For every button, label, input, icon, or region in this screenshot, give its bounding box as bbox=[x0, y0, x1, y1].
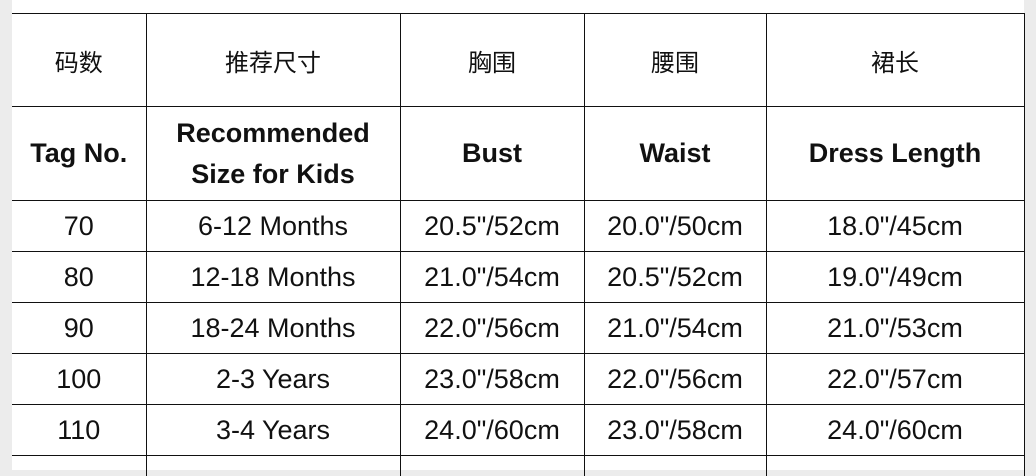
header-en-waist: Waist bbox=[584, 107, 766, 201]
cell-waist: 22.0"/56cm bbox=[584, 354, 766, 405]
cell-waist: 21.0"/54cm bbox=[584, 303, 766, 354]
cell-empty bbox=[146, 456, 400, 476]
cell-length: 22.0"/57cm bbox=[766, 354, 1024, 405]
cell-waist: 20.5"/52cm bbox=[584, 252, 766, 303]
header-cn-waist: 腰围 bbox=[584, 14, 766, 107]
header-en-tag: Tag No. bbox=[12, 107, 146, 201]
cell-bust: 21.0"/54cm bbox=[400, 252, 584, 303]
cell-length: 24.0"/60cm bbox=[766, 405, 1024, 456]
cell-tag: 80 bbox=[12, 252, 146, 303]
table-row-partial bbox=[12, 456, 1024, 476]
cell-empty bbox=[584, 456, 766, 476]
cell-length: 18.0"/45cm bbox=[766, 201, 1024, 252]
cell-waist: 23.0"/58cm bbox=[584, 405, 766, 456]
cell-empty bbox=[766, 456, 1024, 476]
cell-size: 6-12 Months bbox=[146, 201, 400, 252]
cell-empty bbox=[12, 456, 146, 476]
cell-bust: 24.0"/60cm bbox=[400, 405, 584, 456]
header-cn-size: 推荐尺寸 bbox=[146, 14, 400, 107]
cell-length: 21.0"/53cm bbox=[766, 303, 1024, 354]
header-cn-bust: 胸围 bbox=[400, 14, 584, 107]
header-row-chinese: 码数 推荐尺寸 胸围 腰围 裙长 bbox=[12, 14, 1024, 107]
header-en-bust: Bust bbox=[400, 107, 584, 201]
cell-tag: 90 bbox=[12, 303, 146, 354]
cell-waist: 20.0"/50cm bbox=[584, 201, 766, 252]
cell-bust: 23.0"/58cm bbox=[400, 354, 584, 405]
header-row-english: Tag No. Recommended Size for Kids Bust W… bbox=[12, 107, 1024, 201]
header-cn-length: 裙长 bbox=[766, 14, 1024, 107]
size-chart-table: 码数 推荐尺寸 胸围 腰围 裙长 Tag No. Recommended Siz… bbox=[12, 13, 1025, 476]
cell-bust: 20.5"/52cm bbox=[400, 201, 584, 252]
cell-size: 2-3 Years bbox=[146, 354, 400, 405]
header-en-size: Recommended Size for Kids bbox=[146, 107, 400, 201]
cell-size: 12-18 Months bbox=[146, 252, 400, 303]
cell-tag: 110 bbox=[12, 405, 146, 456]
cell-tag: 100 bbox=[12, 354, 146, 405]
header-en-length: Dress Length bbox=[766, 107, 1024, 201]
cell-bust: 22.0"/56cm bbox=[400, 303, 584, 354]
cell-length: 19.0"/49cm bbox=[766, 252, 1024, 303]
cell-empty bbox=[400, 456, 584, 476]
header-cn-tag: 码数 bbox=[12, 14, 146, 107]
cell-tag: 70 bbox=[12, 201, 146, 252]
cell-size: 3-4 Years bbox=[146, 405, 400, 456]
cell-size: 18-24 Months bbox=[146, 303, 400, 354]
